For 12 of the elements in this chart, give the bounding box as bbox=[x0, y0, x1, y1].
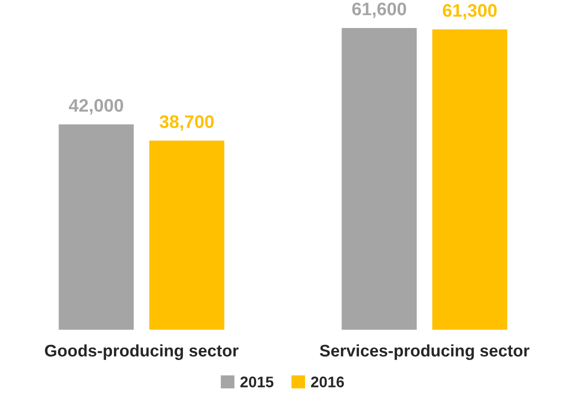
data-label: 61,600 bbox=[352, 2, 406, 18]
bar bbox=[430, 28, 509, 330]
data-label: 38,700 bbox=[160, 115, 214, 131]
bar bbox=[148, 139, 226, 330]
data-label: 42,000 bbox=[68, 99, 124, 114]
legend-label: 2016 bbox=[311, 376, 344, 388]
bar bbox=[57, 123, 136, 330]
data-label: 61,300 bbox=[442, 4, 497, 20]
x-tick-label: Goods-producing sector bbox=[44, 344, 238, 360]
x-tick-label: Services-producing sector bbox=[320, 344, 530, 360]
bar bbox=[340, 26, 418, 330]
legend-label: 2015 bbox=[240, 376, 274, 388]
